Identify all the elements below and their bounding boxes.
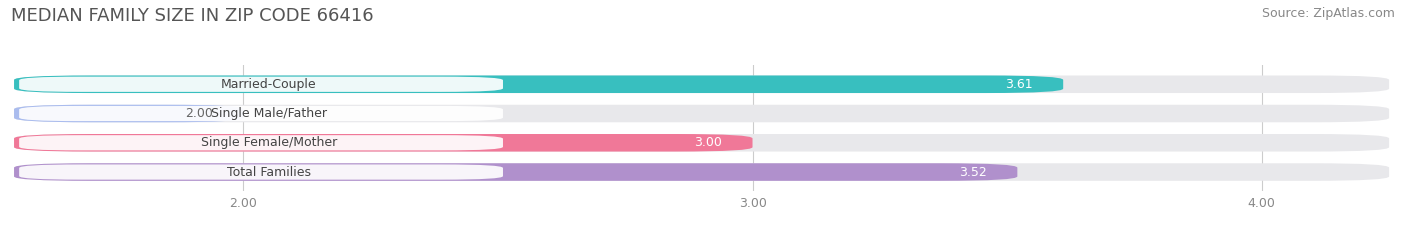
Text: Single Female/Mother: Single Female/Mother <box>201 136 337 149</box>
FancyBboxPatch shape <box>20 106 503 121</box>
Text: MEDIAN FAMILY SIZE IN ZIP CODE 66416: MEDIAN FAMILY SIZE IN ZIP CODE 66416 <box>11 7 374 25</box>
FancyBboxPatch shape <box>14 163 1018 181</box>
FancyBboxPatch shape <box>20 164 503 180</box>
Text: Single Male/Father: Single Male/Father <box>211 107 326 120</box>
Text: Married-Couple: Married-Couple <box>221 78 316 91</box>
FancyBboxPatch shape <box>20 135 503 150</box>
FancyBboxPatch shape <box>20 77 503 92</box>
FancyBboxPatch shape <box>14 105 1389 122</box>
FancyBboxPatch shape <box>14 163 1389 181</box>
FancyBboxPatch shape <box>14 134 1389 151</box>
FancyBboxPatch shape <box>14 105 243 122</box>
FancyBboxPatch shape <box>14 75 1389 93</box>
Text: 2.00: 2.00 <box>184 107 212 120</box>
FancyBboxPatch shape <box>14 75 1063 93</box>
Text: Total Families: Total Families <box>226 165 311 178</box>
Text: 3.52: 3.52 <box>959 165 987 178</box>
Text: 3.00: 3.00 <box>695 136 721 149</box>
Text: 3.61: 3.61 <box>1005 78 1032 91</box>
FancyBboxPatch shape <box>14 134 752 151</box>
Text: Source: ZipAtlas.com: Source: ZipAtlas.com <box>1261 7 1395 20</box>
